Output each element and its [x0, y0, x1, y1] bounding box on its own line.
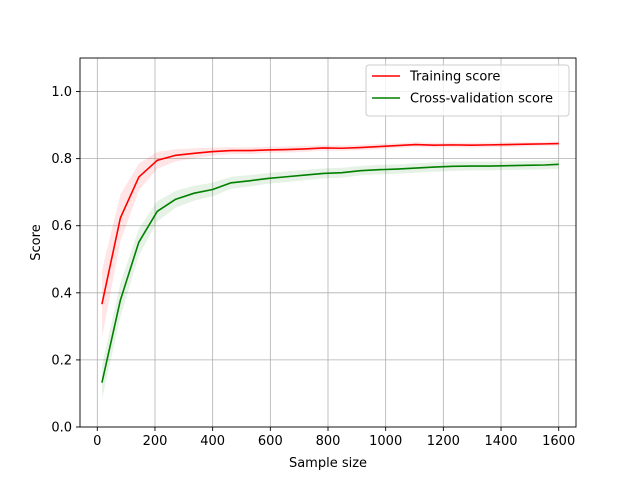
y-axis-label: Score	[29, 224, 44, 260]
grid-lines	[80, 58, 576, 428]
x-tick-label: 1200	[427, 434, 460, 449]
series-line-training	[101, 142, 559, 305]
x-axis-label: Sample size	[289, 456, 367, 471]
x-tick-label: 1400	[484, 434, 517, 449]
y-tick-label: 1.0	[51, 85, 72, 100]
x-tick-label: 600	[258, 434, 283, 449]
x-tick-label: 200	[143, 434, 168, 449]
std-band-training	[101, 141, 559, 338]
x-tick-label: 400	[200, 434, 225, 449]
legend-label-cross-validation: Cross-validation score	[410, 92, 553, 107]
x-tick-label: 800	[316, 434, 341, 449]
y-tick-label: 0.4	[51, 286, 72, 301]
x-tick-label: 1600	[542, 434, 575, 449]
y-tick-label: 0.8	[51, 152, 72, 167]
std-band-cross-validation	[101, 159, 559, 400]
legend: Training score Cross-validation score	[365, 64, 570, 117]
series-lines	[101, 142, 559, 383]
legend-box	[365, 64, 570, 117]
std-bands	[101, 141, 559, 400]
x-tick-label: 0	[93, 434, 101, 449]
y-axis-ticks: 0.0 0.2 0.4 0.6 0.8 1.0	[51, 85, 80, 436]
y-tick-label: 0.0	[51, 421, 72, 436]
legend-label-training: Training score	[409, 70, 500, 85]
y-tick-label: 0.6	[51, 219, 72, 234]
x-tick-label: 1000	[369, 434, 402, 449]
x-axis-ticks: 0 200 400 600 800 1000 1200 1400 1600	[93, 427, 575, 449]
series-line-cross-validation	[101, 163, 559, 383]
y-tick-label: 0.2	[51, 353, 72, 368]
